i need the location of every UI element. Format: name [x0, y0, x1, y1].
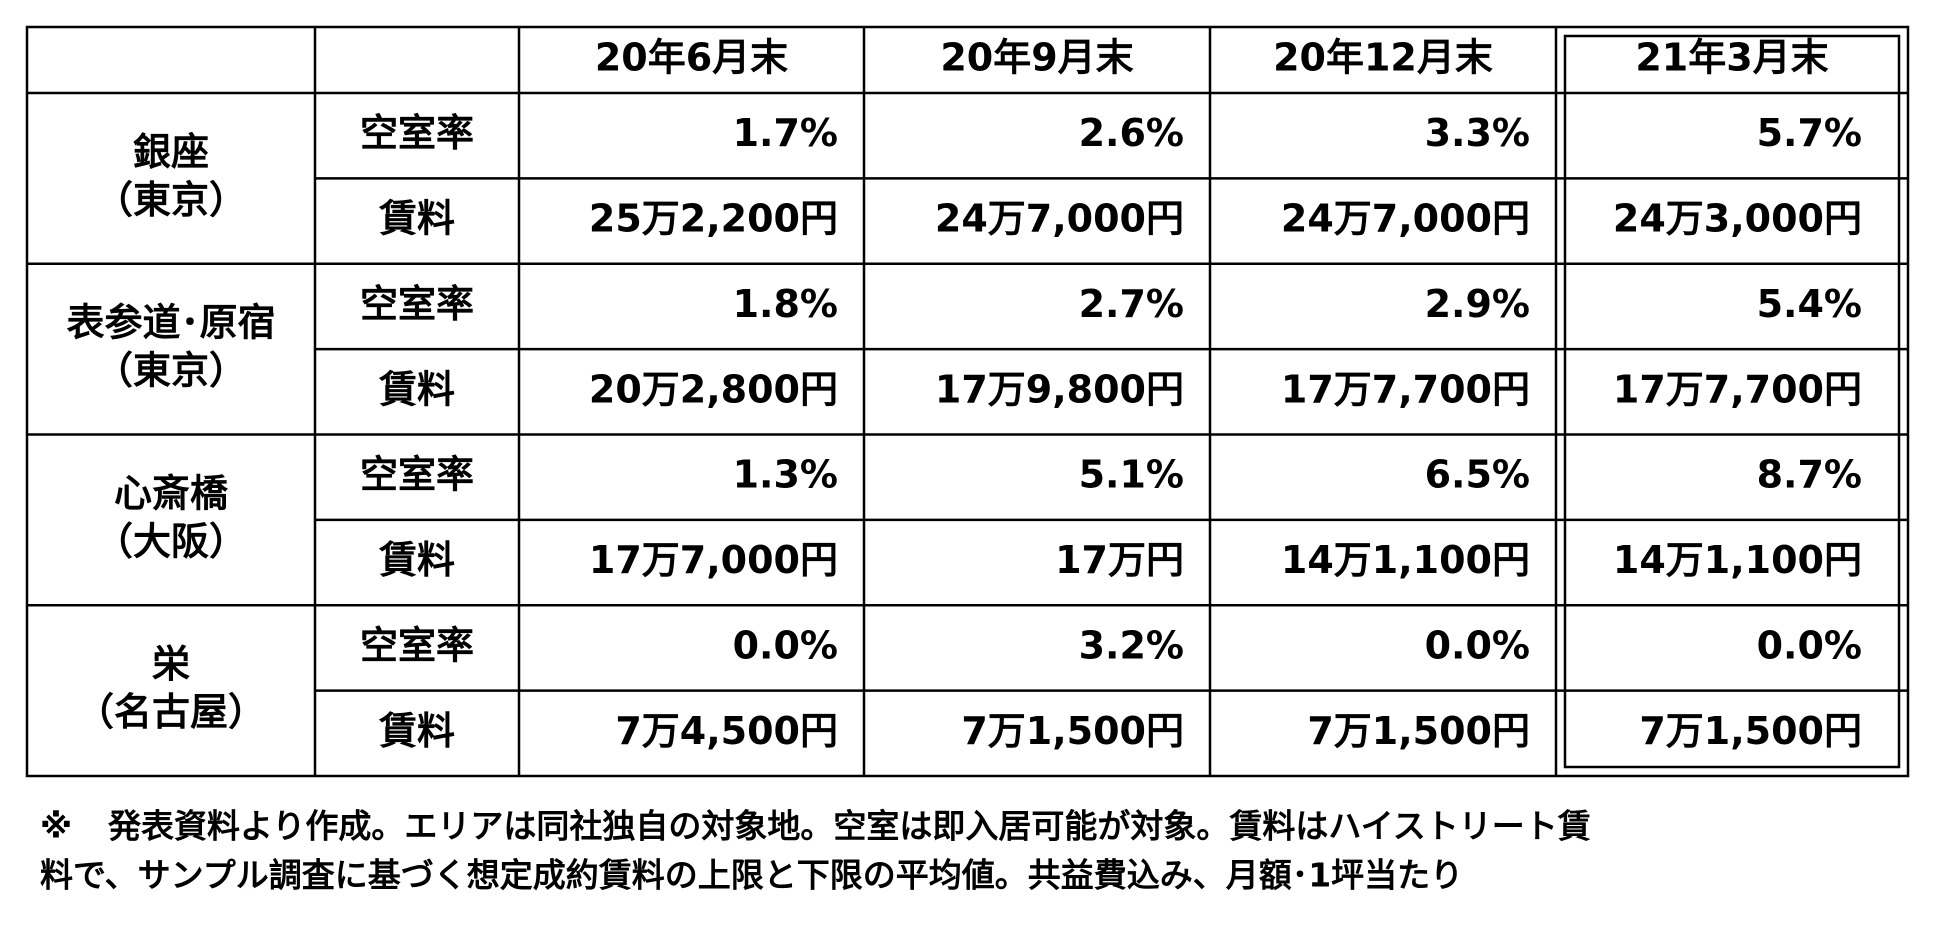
cell-value: 6.5% — [1425, 453, 1530, 497]
area-region: （名古屋） — [76, 690, 266, 734]
row-label: 賃料 — [378, 197, 455, 241]
cell-value: 17万7,700円 — [1613, 367, 1862, 411]
cell-value: 17万7,000円 — [589, 538, 838, 582]
cell-value: 14万1,100円 — [1281, 538, 1530, 582]
column-header: 20年12月末 — [1273, 36, 1493, 80]
column-header: 20年6月末 — [595, 36, 788, 80]
cell-value: 3.2% — [1079, 623, 1184, 667]
area-name: 心斎橋 — [114, 471, 228, 515]
cell-value: 24万7,000円 — [935, 197, 1184, 241]
row-label: 空室率 — [360, 282, 474, 326]
row-label: 空室率 — [360, 111, 474, 155]
row-label: 空室率 — [360, 453, 474, 497]
cell-value: 14万1,100円 — [1613, 538, 1862, 582]
cell-value: 7万1,500円 — [961, 709, 1184, 753]
cell-value: 17万7,700円 — [1281, 367, 1530, 411]
cell-value: 2.7% — [1079, 282, 1184, 326]
cell-value: 2.6% — [1079, 111, 1184, 155]
row-label: 空室率 — [360, 623, 474, 667]
table-border — [25, 25, 1910, 778]
cell-value: 8.7% — [1757, 453, 1862, 497]
area-region: （大阪） — [95, 519, 247, 563]
cell-value: 1.8% — [733, 282, 838, 326]
row-label: 賃料 — [378, 709, 455, 753]
row-label: 賃料 — [378, 538, 455, 582]
area-region: （東京） — [95, 178, 247, 222]
cell-value: 2.9% — [1425, 282, 1530, 326]
cell-value: 5.1% — [1079, 453, 1184, 497]
note-mark: ※ — [40, 807, 72, 846]
cell-value: 7万4,500円 — [615, 709, 838, 753]
cell-value: 1.3% — [733, 453, 838, 497]
cell-value: 20万2,800円 — [589, 367, 838, 411]
cell-value: 5.4% — [1757, 282, 1862, 326]
area-name: 銀座 — [133, 130, 209, 174]
highlight-border — [1563, 34, 1901, 769]
column-header: 21年3月末 — [1635, 36, 1828, 80]
area-name: 表参道･原宿 — [66, 301, 275, 345]
cell-value: 5.7% — [1757, 111, 1862, 155]
cell-value: 24万3,000円 — [1613, 197, 1862, 241]
cell-value: 17万円 — [1055, 538, 1184, 582]
row-label: 賃料 — [378, 367, 455, 411]
area-name: 栄 — [152, 642, 190, 686]
note-line: 料で、サンプル調査に基づく想定成約賃料の上限と下限の平均値。共益費込み、月額･1… — [40, 856, 1463, 895]
cell-value: 7万1,500円 — [1307, 709, 1530, 753]
cell-value: 1.7% — [733, 111, 838, 155]
cell-value: 24万7,000円 — [1281, 197, 1530, 241]
cell-value: 7万1,500円 — [1639, 709, 1862, 753]
area-region: （東京） — [95, 349, 247, 393]
note-line: 発表資料より作成。エリアは同社独自の対象地。空室は即入居可能が対象。賃料はハイス… — [108, 807, 1591, 846]
cell-value: 3.3% — [1425, 111, 1530, 155]
column-header: 20年9月末 — [940, 36, 1133, 80]
cell-value: 17万9,800円 — [935, 367, 1184, 411]
cell-value: 0.0% — [733, 623, 838, 667]
cell-value: 0.0% — [1757, 623, 1862, 667]
cell-value: 25万2,200円 — [589, 197, 838, 241]
cell-value: 0.0% — [1425, 623, 1530, 667]
